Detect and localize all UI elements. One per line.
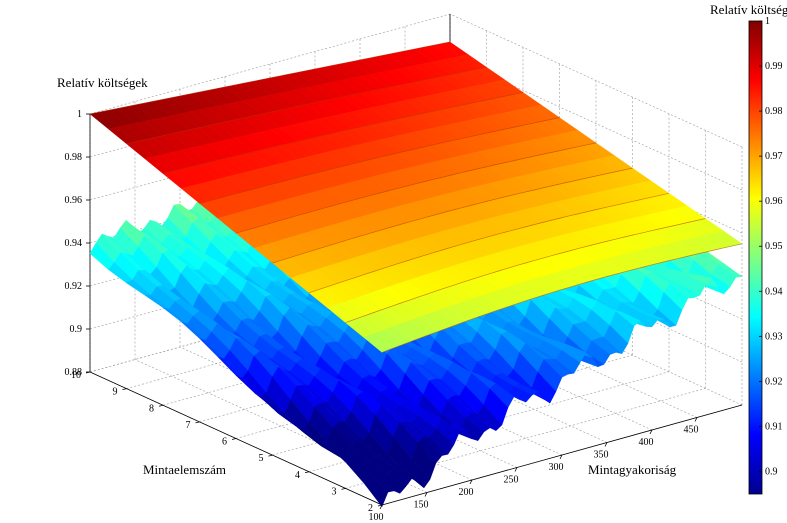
y-tick-label: 2 bbox=[368, 503, 373, 514]
x-tick-mark bbox=[604, 442, 608, 447]
colorbar-tick-label: 0.97 bbox=[765, 151, 783, 162]
x-tick-label: 150 bbox=[414, 500, 429, 511]
colorbar-tick-label: 0.95 bbox=[765, 241, 783, 252]
surface-meshline bbox=[162, 92, 524, 174]
z-tick-label: 0.94 bbox=[65, 238, 83, 249]
x-axis-label: Mintagyakoriság bbox=[588, 462, 677, 477]
colorbar-tick-label: 0.98 bbox=[765, 106, 783, 117]
surface-meshline bbox=[126, 66, 487, 145]
y-tick-mark bbox=[341, 487, 346, 490]
x-tick-label: 350 bbox=[594, 450, 609, 461]
y-tick-mark bbox=[231, 438, 237, 440]
z-axis-label: Relatív költségek bbox=[57, 75, 148, 90]
z-tick-label: 0.9 bbox=[70, 324, 83, 335]
y-tick-label: 6 bbox=[222, 437, 227, 448]
surface-meshline bbox=[345, 218, 706, 323]
y-tick-label: 4 bbox=[295, 470, 300, 481]
x-tick-mark bbox=[379, 504, 383, 510]
colorbar-tick-label: 0.92 bbox=[765, 376, 783, 387]
colorbar-tick-label: 0.99 bbox=[765, 61, 783, 72]
surface-meshline bbox=[308, 192, 670, 294]
x-tick-label: 450 bbox=[684, 425, 699, 436]
colorbar: Relatív költségek 0.90.910.920.930.940.9… bbox=[710, 2, 787, 495]
y-tick-mark bbox=[85, 371, 91, 374]
y-tick-mark bbox=[122, 388, 127, 391]
surface-meshline bbox=[235, 142, 597, 234]
y-tick-mark bbox=[195, 421, 200, 424]
surface-meshline bbox=[89, 41, 451, 115]
z-tick-label: 0.88 bbox=[65, 367, 83, 378]
x-tick-mark bbox=[469, 479, 473, 485]
x-tick-mark bbox=[424, 492, 428, 497]
y-tick-mark bbox=[304, 471, 310, 474]
x-tick-label: 250 bbox=[504, 475, 519, 486]
surface-meshline bbox=[199, 117, 560, 204]
x-tick-label: 100 bbox=[369, 512, 384, 523]
y-tick-mark bbox=[268, 454, 273, 457]
z-tick-label: 0.96 bbox=[65, 195, 83, 206]
z-tick-label: 0.92 bbox=[65, 281, 83, 292]
z-tick-label: 0.98 bbox=[65, 152, 83, 163]
gridline bbox=[449, 56, 743, 191]
x-tick-mark bbox=[559, 454, 563, 460]
y-tick-label: 9 bbox=[113, 387, 118, 398]
axis-ticks: 0.88 0.9 0.92 0.94 0.96 0.98 1 100 150 200 250 300 3… bbox=[65, 109, 699, 523]
x-tick-label: 200 bbox=[459, 487, 474, 498]
colorbar-tick-label: 0.9 bbox=[765, 466, 778, 477]
y-tick-label: 8 bbox=[149, 403, 154, 414]
x-tick-label: 400 bbox=[639, 437, 654, 448]
colorbar-tick-label: 1 bbox=[765, 16, 770, 27]
surface-meshline bbox=[381, 243, 743, 353]
x-tick-mark bbox=[514, 467, 518, 472]
y-tick-label: 5 bbox=[259, 453, 264, 464]
z-tick-label: 1 bbox=[77, 109, 82, 120]
colorbar-gradient bbox=[748, 20, 763, 495]
x-tick-mark bbox=[649, 429, 653, 435]
colorbar-tick-label: 0.91 bbox=[765, 421, 783, 432]
colorbar-label: Relatív költségek bbox=[710, 2, 787, 17]
y-tick-mark bbox=[377, 504, 383, 507]
y-tick-label: 10 bbox=[71, 370, 81, 381]
x-tick-mark bbox=[694, 417, 698, 422]
y-tick-label: 7 bbox=[186, 420, 191, 431]
y-axis-label: Mintaelemszám bbox=[143, 462, 226, 477]
surface-patch bbox=[363, 472, 389, 508]
colorbar-tick-label: 0.96 bbox=[765, 196, 783, 207]
y-tick-label: 3 bbox=[332, 486, 337, 497]
x-tick-label: 300 bbox=[549, 462, 564, 473]
upper-surface bbox=[89, 41, 743, 353]
colorbar-tick-label: 0.94 bbox=[765, 286, 783, 297]
surface-meshline bbox=[272, 167, 633, 264]
y-tick-mark bbox=[158, 404, 164, 407]
colorbar-ticks: 0.9 0.91 0.92 0.93 0.94 0.95 0.96 0.97 0.98 0.99 1 bbox=[759, 16, 783, 477]
colorbar-tick-label: 0.93 bbox=[765, 331, 783, 342]
